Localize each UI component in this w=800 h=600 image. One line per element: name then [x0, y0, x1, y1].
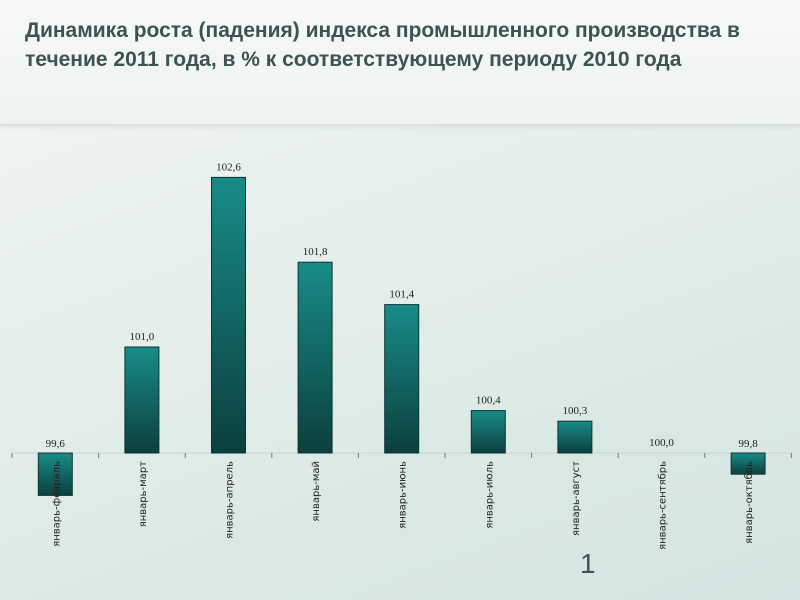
category-label: январь-март: [138, 461, 149, 527]
header: Динамика роста (падения) индекса промышл…: [0, 0, 800, 125]
data-label: 99,6: [46, 438, 66, 450]
data-label: 100,3: [563, 405, 588, 417]
bar: [384, 304, 420, 454]
bar: [124, 346, 160, 454]
bar: [211, 176, 246, 454]
category-label: январь-июнь: [398, 461, 409, 529]
page-number: 1: [580, 548, 596, 579]
category-label: январь-апрель: [225, 461, 236, 539]
data-label: 101,0: [130, 331, 155, 343]
data-label: 101,4: [389, 289, 414, 301]
data-label: 101,8: [303, 246, 328, 258]
category-label: январь-октябрь: [744, 461, 755, 544]
bar: [37, 452, 73, 496]
data-label: 99,8: [738, 438, 758, 450]
category-label: январь-май: [311, 461, 322, 522]
category-label: январь-июль: [484, 461, 495, 529]
bar: [557, 420, 593, 454]
data-label: 100,0: [649, 437, 674, 449]
bar: [297, 261, 333, 454]
data-label: 102,6: [216, 161, 241, 173]
bar: [730, 452, 766, 475]
category-label: январь-февраль: [51, 461, 62, 547]
bar: [470, 410, 506, 454]
category-label: январь-август: [571, 461, 582, 536]
category-label: январь-сентябрь: [658, 461, 669, 550]
chart-title: Динамика роста (падения) индекса промышл…: [25, 19, 740, 71]
data-label: 100,4: [476, 395, 501, 407]
